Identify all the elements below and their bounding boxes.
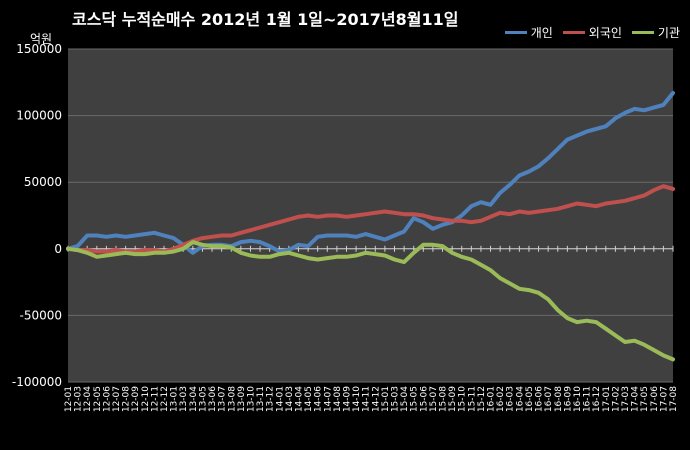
x-tick-label: 17-06 [650, 386, 660, 412]
x-tick-label: 16-06 [535, 386, 545, 412]
x-tick-label: 12-08 [122, 386, 132, 412]
x-tick-label: 15-08 [439, 386, 449, 412]
x-tick-label: 14-04 [294, 386, 304, 412]
legend-swatch-외국인 [562, 31, 585, 34]
x-tick-label: 13-09 [237, 386, 247, 412]
x-tick-label: 13-10 [246, 386, 256, 412]
x-tick-label: 17-02 [611, 386, 621, 412]
x-tick-label: 16-01 [487, 386, 497, 412]
x-tick-label: 14-01 [275, 386, 285, 412]
series-lines [66, 91, 675, 362]
y-axis: -100000 -50000 0 50000 100000 150000 [12, 42, 62, 389]
x-tick-label: 13-08 [227, 386, 237, 412]
x-tick-label: 16-11 [583, 386, 593, 412]
x-tick-label: 13-12 [266, 386, 276, 412]
legend-label-개인: 개인 [530, 26, 553, 40]
legend-label-기관: 기관 [657, 26, 680, 40]
x-axis: 12-01 12-03 12-04 12-05 12-06 12-07 12-08 12-09… [64, 245, 679, 412]
x-tick-label: 14-12 [371, 386, 381, 412]
y-tick-label: 150000 [16, 42, 62, 56]
x-tick-label: 12-04 [83, 386, 93, 412]
x-tick-label: 15-09 [448, 386, 458, 412]
x-tick-label: 13-03 [179, 386, 189, 412]
x-tick-label: 15-06 [419, 386, 429, 412]
x-tick-label: 12-03 [74, 386, 84, 412]
legend-item-외국인: 외국인 [562, 24, 622, 41]
x-tick-label: 14-03 [285, 386, 295, 412]
legend-label-외국인: 외국인 [588, 26, 622, 40]
x-tick-label: 12-10 [141, 386, 151, 412]
series-line-기관 [66, 240, 675, 362]
legend-item-개인: 개인 [504, 24, 553, 41]
x-tick-label: 13-06 [208, 386, 218, 412]
x-tick-label: 14-08 [333, 386, 343, 412]
x-tick-label: 13-01 [170, 386, 180, 412]
x-tick-label: 17-04 [631, 386, 641, 412]
y-axis-unit-label: 억원 [30, 32, 53, 46]
x-tick-label: 12-09 [131, 386, 141, 412]
y-tick-label: 0 [54, 242, 62, 256]
y-tick-label: 50000 [24, 175, 62, 189]
x-tick-label: 13-04 [189, 386, 199, 412]
x-tick-label: 16-02 [496, 386, 506, 412]
x-tick-label: 14-05 [304, 386, 314, 412]
x-tick-label: 14-09 [342, 386, 352, 412]
x-tick-label: 14-11 [362, 386, 372, 412]
chart-title: 코스닥 누적순매수 2012년 1월 1일~2017년8월11일 [72, 10, 459, 29]
x-tick-label: 17-05 [640, 386, 650, 412]
x-tick-label: 12-12 [160, 386, 170, 412]
x-tick-label: 15-11 [467, 386, 477, 412]
x-tick-label: 12-01 [64, 386, 74, 412]
x-tick-label: 15-10 [458, 386, 468, 412]
x-tick-label: 14-07 [323, 386, 333, 412]
legend-item-기관: 기관 [631, 24, 680, 41]
x-tick-label: 12-05 [93, 386, 103, 412]
x-tick-label: 16-05 [525, 386, 535, 412]
x-tick-label: 15-12 [477, 386, 487, 412]
x-tick-label: 14-06 [314, 386, 324, 412]
chart-legend: 개인 외국인 기관 [504, 24, 680, 41]
x-tick-label: 17-03 [621, 386, 631, 412]
x-tick-label: 15-07 [429, 386, 439, 412]
legend-swatch-개인 [504, 31, 527, 34]
x-tick-label: 16-12 [592, 386, 602, 412]
x-tick-label: 12-06 [102, 386, 112, 412]
x-tick-label: 12-11 [150, 386, 160, 412]
x-tick-label: 15-01 [381, 386, 391, 412]
x-tick-label: 17-01 [602, 386, 612, 412]
x-tick-label: 15-05 [410, 386, 420, 412]
x-tick-label: 13-05 [198, 386, 208, 412]
x-tick-label: 14-10 [352, 386, 362, 412]
x-tick-label: 16-07 [544, 386, 554, 412]
x-tick-label: 15-04 [400, 386, 410, 412]
x-tick-label: 17-08 [669, 386, 679, 412]
x-tick-label: 16-09 [563, 386, 573, 412]
series-line-개인 [66, 91, 675, 255]
x-tick-label: 17-07 [659, 386, 669, 412]
x-tick-label: 13-11 [256, 386, 266, 412]
y-tick-label: -50000 [19, 308, 62, 322]
x-tick-label: 16-10 [573, 386, 583, 412]
y-tick-label: -100000 [12, 375, 62, 389]
x-tick-label: 16-08 [554, 386, 564, 412]
x-tick-label: 13-07 [218, 386, 228, 412]
legend-swatch-기관 [631, 31, 654, 34]
x-tick-label: 16-04 [515, 386, 525, 412]
x-tick-label: 15-03 [391, 386, 401, 412]
x-tick-label: 12-07 [112, 386, 122, 412]
y-tick-label: 100000 [16, 109, 62, 123]
x-tick-label: 16-03 [506, 386, 516, 412]
